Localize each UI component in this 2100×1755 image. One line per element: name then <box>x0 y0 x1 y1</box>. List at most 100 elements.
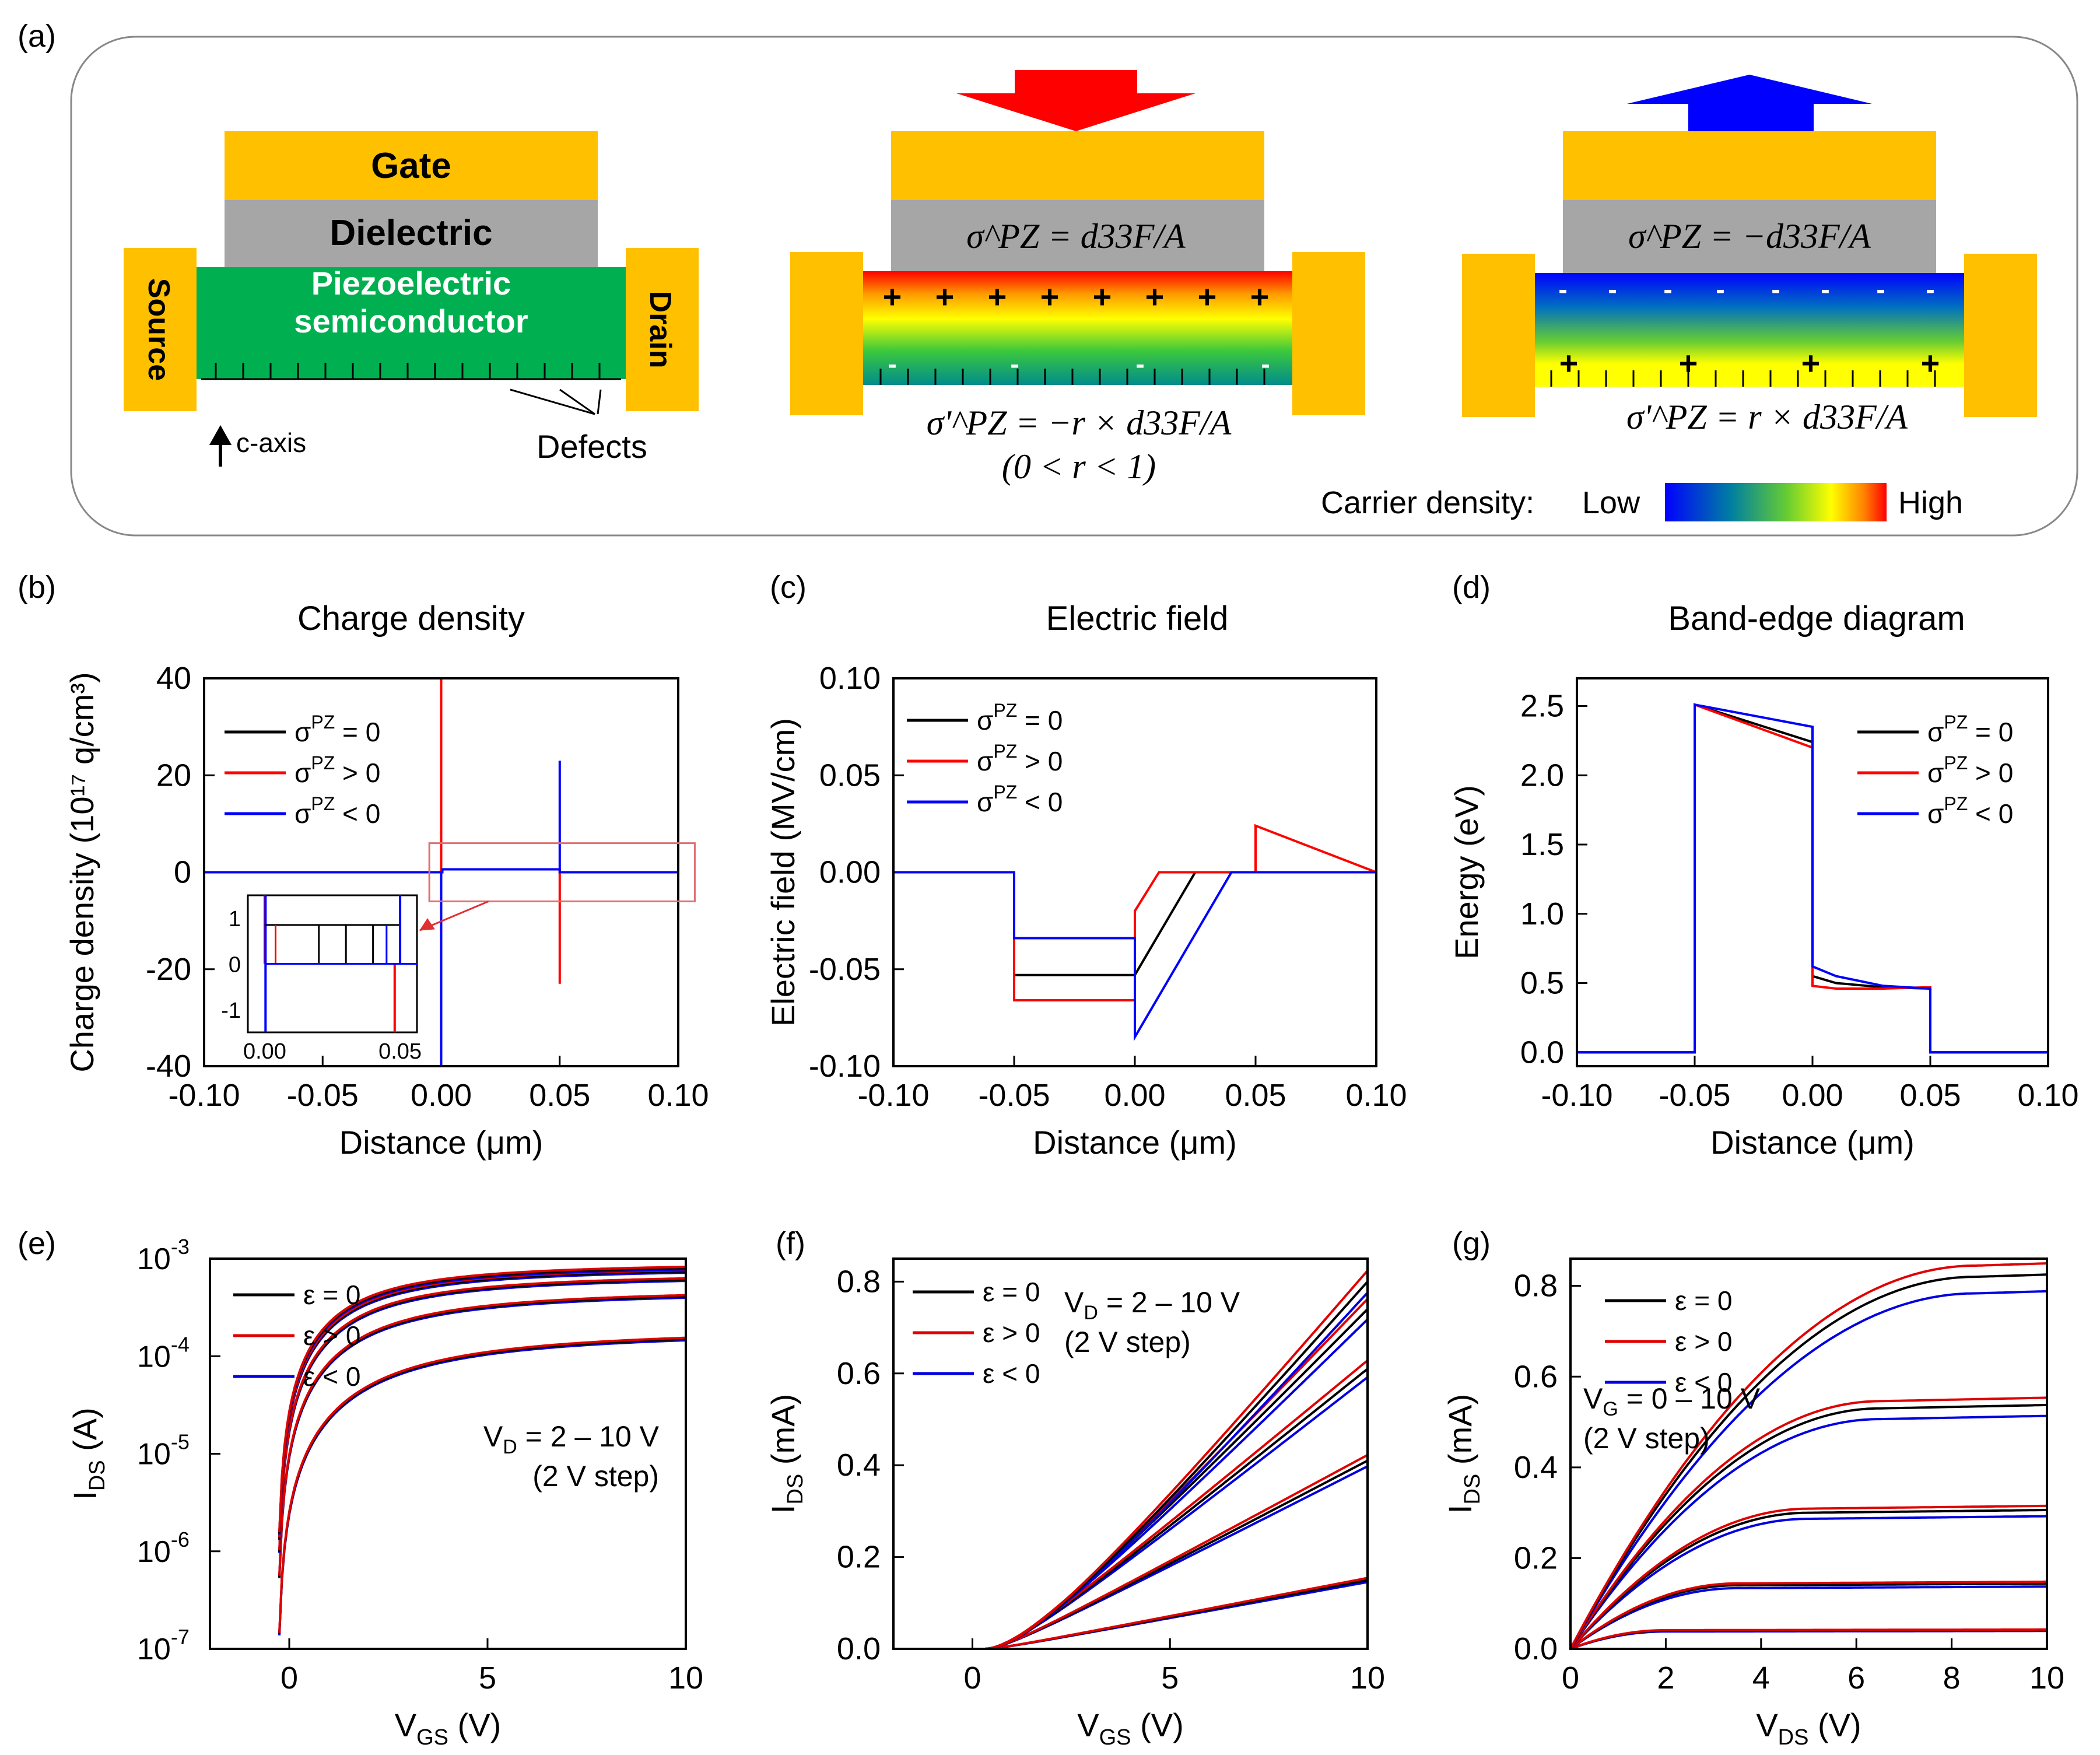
plot-area <box>278 1266 686 1636</box>
inset-x-tick-label: 0.00 <box>243 1039 286 1064</box>
y-tick-label: 0.0 <box>1520 1035 1564 1070</box>
y-tick-label: -0.05 <box>809 952 881 987</box>
semiconductor-label-1: Piezoelectric <box>311 265 511 302</box>
x-tick-label: 10 <box>1350 1661 1385 1696</box>
defect-arrows-icon <box>510 388 602 415</box>
y-tick-label: 0.8 <box>1514 1269 1558 1304</box>
y-tick-label: 0.0 <box>1514 1631 1558 1666</box>
x-tick-label: 0.00 <box>1104 1078 1165 1113</box>
source-label: Source <box>142 278 176 381</box>
panel-label-d: (d) <box>1452 570 1491 605</box>
legend-label: ε = 0 <box>983 1277 1040 1307</box>
plot-frame <box>892 677 1377 1067</box>
x-tick-label: 0.00 <box>1782 1078 1843 1113</box>
y-tick-label: 0.6 <box>1514 1359 1558 1394</box>
y-axis-label: IDS (A) <box>66 1407 110 1500</box>
plus-sign: + <box>883 278 902 315</box>
panel-label-b: (b) <box>17 570 56 605</box>
y-axis-label: Energy (eV) <box>1448 785 1485 959</box>
y-axis-label: Electric field (MV/cm) <box>765 718 801 1027</box>
chart-g: 0 2 4 6 8 10 0.0 0.2 0.4 0.6 0.8 VDS (V) IDS (mA) ε =… <box>1442 1257 2064 1750</box>
defect-ticks <box>215 363 601 379</box>
minus-sign: - <box>888 349 896 379</box>
plus-sign: + <box>1679 345 1698 381</box>
sigma-top-2: σ^PZ = d33F/A <box>966 217 1186 255</box>
sigma-bottom-3: σ'^PZ = r × d33F/A <box>1626 398 1908 436</box>
x-tick-label: 5 <box>1161 1661 1179 1696</box>
x-tick-label: 10 <box>668 1661 703 1696</box>
annotation-text: VG = 0 – 10 V <box>1583 1382 1761 1420</box>
chart-e: 0 5 10 10-7 10-6 10-5 10-4 10-3 VGS (V) IDS (A) ε … <box>66 1235 703 1750</box>
series-line <box>1570 1290 2047 1649</box>
y-tick-label: 0.0 <box>837 1631 881 1666</box>
legend-label: ε > 0 <box>983 1318 1040 1348</box>
minus-sign: - <box>1558 274 1567 304</box>
series-line <box>1570 1628 2047 1649</box>
minus-sign: - <box>1926 274 1934 304</box>
panel-label-g: (g) <box>1452 1226 1491 1261</box>
x-tick-label: 0.10 <box>1345 1078 1407 1113</box>
x-tick-label: 0.10 <box>647 1078 709 1113</box>
legend-label: ε = 0 <box>1675 1285 1733 1316</box>
minus-sign: - <box>1608 274 1617 304</box>
chart-d: Band-edge diagram -0.10 -0.05 0.00 0.05 0.10 0… <box>1448 600 2079 1161</box>
zoom-arrowhead-icon <box>419 918 435 931</box>
arrow-down-icon <box>956 70 1196 131</box>
series-line <box>1577 703 2048 1054</box>
minus-sign: - <box>1135 349 1144 379</box>
dielectric-layer <box>225 200 598 267</box>
y-tick-label: 0.8 <box>837 1264 881 1299</box>
plus-sign: + <box>1559 345 1579 381</box>
series-line <box>893 871 1376 1042</box>
y-tick-label: 0.10 <box>819 661 881 696</box>
inset-y-tick-label: 1 <box>229 907 241 931</box>
plus-sign: + <box>935 278 955 315</box>
inset-y-tick-label: -1 <box>221 999 241 1023</box>
x-tick-label: 0 <box>1562 1661 1579 1696</box>
legend-label: ε < 0 <box>303 1361 361 1392</box>
gate-layer-2 <box>891 131 1264 200</box>
device-1: Gate Dielectric Piezoelectric semiconduc… <box>124 131 699 467</box>
semiconductor-label-2: semiconductor <box>294 303 528 339</box>
series-line <box>1570 1403 2047 1649</box>
y-tick-label: 1.5 <box>1520 827 1564 862</box>
c-axis-label: c-axis <box>236 428 306 458</box>
source-contact-2 <box>790 252 863 415</box>
source-contact <box>124 248 197 411</box>
inset-x-tick-label: 0.05 <box>378 1039 422 1064</box>
plus-sign: + <box>1198 278 1217 315</box>
colorbar-label: Carrier density: <box>1321 485 1534 520</box>
minus-sign: - <box>1876 274 1885 304</box>
x-axis-label: Distance (μm) <box>1710 1124 1915 1161</box>
x-tick-label: 2 <box>1657 1661 1674 1696</box>
minus-sign: - <box>1716 274 1724 304</box>
plot-area <box>893 824 1376 1042</box>
legend-label: σPZ = 0 <box>295 712 380 747</box>
chart-title: Charge density <box>297 600 525 637</box>
panel-label-e: (e) <box>17 1226 56 1261</box>
legend-label: σPZ > 0 <box>295 752 380 788</box>
minus-sign: - <box>1771 274 1780 304</box>
chart-c: Electric field -0.10 -0.05 0.00 0.05 0.10 -0.1… <box>765 600 1407 1161</box>
plot-frame <box>892 1257 1369 1650</box>
x-axis-label: VGS (V) <box>1077 1707 1183 1750</box>
x-tick-label: 5 <box>479 1661 496 1696</box>
drain-contact-2 <box>1292 252 1365 415</box>
y-tick-label: 1.0 <box>1520 896 1564 931</box>
y-tick-label: 10-6 <box>137 1528 190 1569</box>
series-line <box>962 1577 1368 1649</box>
y-tick-label: -40 <box>146 1049 191 1084</box>
y-tick-label: 20 <box>156 758 191 793</box>
source-contact-3 <box>1462 254 1535 417</box>
drain-label: Drain <box>643 291 677 369</box>
drain-contact <box>626 248 699 411</box>
series-line <box>1570 1628 2047 1649</box>
y-tick-label: 0.6 <box>837 1356 881 1391</box>
y-axis-label: IDS (mA) <box>765 1394 808 1514</box>
x-tick-label: -0.05 <box>1659 1078 1730 1113</box>
semiconductor-layer <box>195 267 627 379</box>
legend-label: ε > 0 <box>303 1320 361 1351</box>
series-line <box>1570 1509 2047 1649</box>
plot-frame <box>1569 1257 2048 1650</box>
y-axis-label: IDS (mA) <box>1442 1394 1485 1514</box>
